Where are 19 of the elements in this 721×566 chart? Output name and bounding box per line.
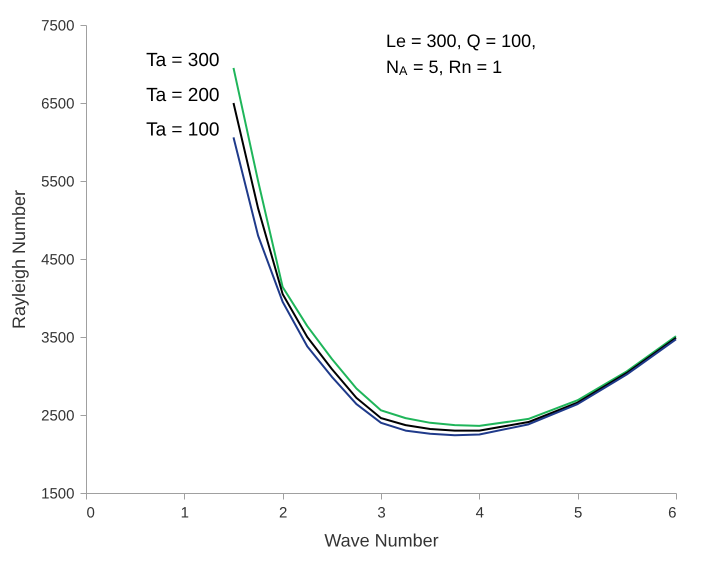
y-tick-label: 4500 (41, 252, 74, 268)
y-tick-label: 6500 (41, 96, 74, 112)
y-axis-title: Rayleigh Number (9, 190, 30, 330)
series-label: Ta = 300 (146, 50, 220, 71)
x-tick-label: 0 (86, 504, 95, 522)
x-tick-label: 3 (377, 504, 386, 522)
x-tick-label: 1 (180, 504, 190, 522)
x-tick-label: 2 (278, 504, 288, 522)
x-tick-label: 5 (574, 504, 582, 522)
y-tick-label: 2500 (41, 408, 74, 424)
x-axis-title: Wave Number (324, 530, 439, 550)
y-tick-label: 1500 (41, 486, 74, 502)
x-tick-label: 4 (476, 504, 484, 522)
x-tick-label: 6 (668, 504, 676, 522)
y-tick-label: 3500 (41, 330, 74, 346)
y-tick-label: 7500 (41, 18, 74, 34)
series-label: Ta = 200 (146, 85, 220, 106)
series-label: Ta = 100 (146, 119, 220, 140)
y-tick-label: 5500 (41, 174, 74, 190)
